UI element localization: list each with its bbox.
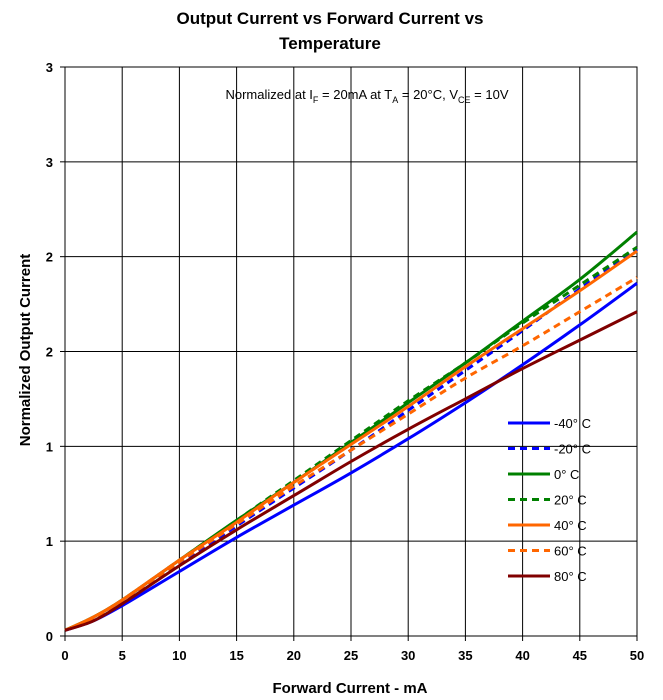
y-tick-label: 1 (46, 439, 53, 454)
x-tick-label: 45 (573, 648, 587, 663)
x-tick-label: 50 (630, 648, 644, 663)
legend: -40° C -20° C 0° C 20° C 40° C 60° C 80° C (508, 416, 591, 584)
x-tick-label: 15 (229, 648, 243, 663)
annotation-suffix: = 10V (471, 87, 509, 102)
series-line-0 (64, 281, 638, 632)
x-axis-ticks: 0 5 10 15 20 25 30 35 40 45 50 (61, 636, 644, 663)
y-tick-label: 1 (46, 534, 53, 549)
chart-title-line-1: Output Current vs Forward Current vs (177, 9, 484, 28)
legend-label: 80° C (554, 569, 587, 584)
legend-label: 60° C (554, 544, 587, 559)
normalization-annotation: Normalized at IF = 20mA at TA = 20°C, VC… (225, 87, 508, 105)
legend-label: -40° C (554, 416, 591, 431)
annotation-prefix: Normalized at I (225, 87, 312, 102)
annotation-subscript-f: F (313, 95, 319, 105)
y-tick-label: 3 (46, 155, 53, 170)
y-tick-label: 2 (46, 250, 53, 265)
y-tick-label: 2 (46, 345, 53, 360)
x-tick-label: 25 (344, 648, 358, 663)
series-group (64, 230, 638, 632)
x-tick-label: 30 (401, 648, 415, 663)
grid (65, 67, 637, 636)
x-tick-label: 0 (61, 648, 68, 663)
y-tick-label: 3 (46, 60, 53, 75)
legend-label: 0° C (554, 467, 579, 482)
series-line-4 (64, 249, 638, 632)
x-tick-label: 35 (458, 648, 472, 663)
annotation-mid-1: = 20mA at T (318, 87, 392, 102)
x-tick-label: 10 (172, 648, 186, 663)
legend-label: 20° C (554, 493, 587, 508)
legend-label: -20° C (554, 442, 591, 457)
series-line-5 (64, 276, 638, 632)
y-tick-label: 0 (46, 629, 53, 644)
y-axis-label: Normalized Output Current (17, 254, 34, 447)
annotation-subscript-ce: CE (458, 95, 471, 105)
y-axis-ticks: 0 1 1 2 2 3 3 (46, 60, 65, 644)
x-tick-label: 20 (287, 648, 301, 663)
chart-title-line-2: Temperature (279, 34, 381, 53)
x-tick-label: 5 (119, 648, 126, 663)
annotation-subscript-a: A (392, 95, 398, 105)
x-axis-label: Forward Current - mA (272, 680, 427, 697)
series-line-6 (64, 310, 638, 632)
chart-title: Output Current vs Forward Current vs Tem… (177, 9, 484, 53)
x-tick-label: 40 (515, 648, 529, 663)
annotation-mid-2: = 20°C, V (398, 87, 458, 102)
legend-label: 40° C (554, 518, 587, 533)
